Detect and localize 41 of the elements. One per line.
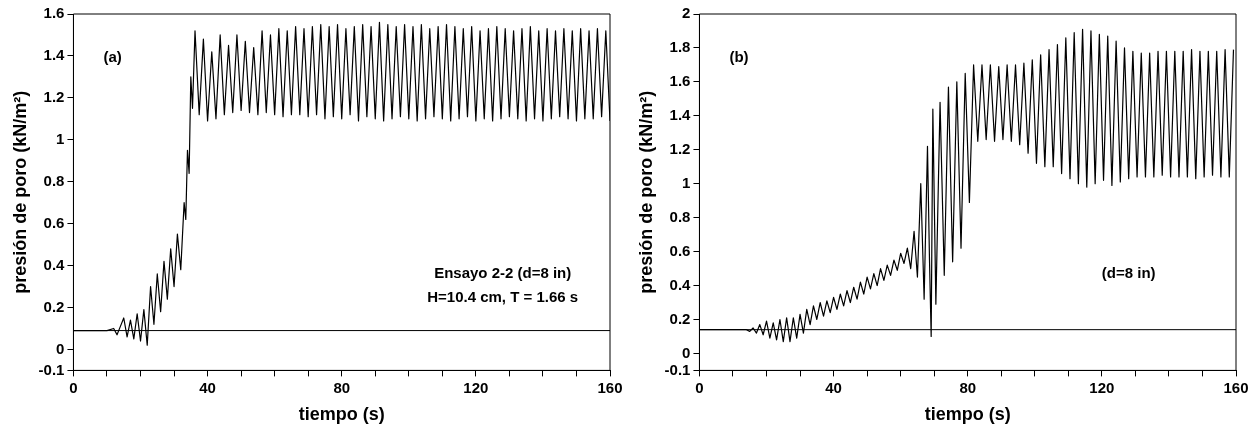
annotation: (b): [729, 48, 749, 66]
y-tick-label: 0.2: [43, 297, 65, 315]
y-tick-label: 2: [682, 4, 691, 22]
y-tick-label: 1.6: [43, 4, 65, 22]
x-tick-label: 40: [199, 378, 216, 396]
y-tick-label: 0.8: [669, 207, 691, 225]
y-tick-label: 1: [682, 173, 691, 191]
x-axis-title: tiempo (s): [924, 404, 1011, 425]
x-tick-label: 160: [1223, 378, 1249, 396]
y-axis-title: presión de poro (kN/m²): [635, 90, 656, 294]
y-tick-label: -0.1: [664, 360, 691, 378]
annotation: H=10.4 cm, T = 1.66 s: [427, 288, 579, 306]
x-tick-label: 160: [597, 378, 623, 396]
y-tick-label: 0.4: [669, 275, 692, 293]
x-tick-label: 120: [463, 378, 489, 396]
y-tick-label: 1.4: [43, 46, 66, 64]
x-tick-label: 0: [69, 378, 78, 396]
annotation: (a): [103, 48, 122, 66]
annotation: (d=8 in): [1101, 264, 1156, 282]
x-axis-title: tiempo (s): [298, 404, 385, 425]
y-tick-label: 1.2: [669, 139, 691, 157]
x-tick-label: 40: [825, 378, 842, 396]
annotation: Ensayo 2-2 (d=8 in): [434, 264, 572, 282]
y-tick-label: 0.2: [669, 309, 691, 327]
y-tick-label: 1: [56, 129, 65, 147]
y-tick-label: 0: [682, 343, 691, 361]
y-tick-label: 0.6: [669, 241, 691, 259]
y-tick-label: -0.1: [38, 360, 65, 378]
x-tick-label: 80: [333, 378, 351, 396]
y-tick-label: 1.2: [43, 88, 65, 105]
y-tick-label: 1.6: [669, 72, 691, 90]
y-axis-title: presión de poro (kN/m²): [9, 90, 30, 294]
y-tick-label: 0.4: [43, 255, 66, 273]
x-tick-label: 0: [695, 378, 704, 396]
x-tick-label: 120: [1089, 378, 1115, 396]
y-tick-label: 0.6: [43, 213, 65, 231]
y-tick-label: 0: [56, 339, 65, 357]
y-tick-label: 1.8: [669, 38, 691, 56]
y-tick-label: 0.8: [43, 171, 65, 189]
y-tick-label: 1.4: [669, 105, 692, 123]
x-tick-label: 80: [959, 378, 977, 396]
